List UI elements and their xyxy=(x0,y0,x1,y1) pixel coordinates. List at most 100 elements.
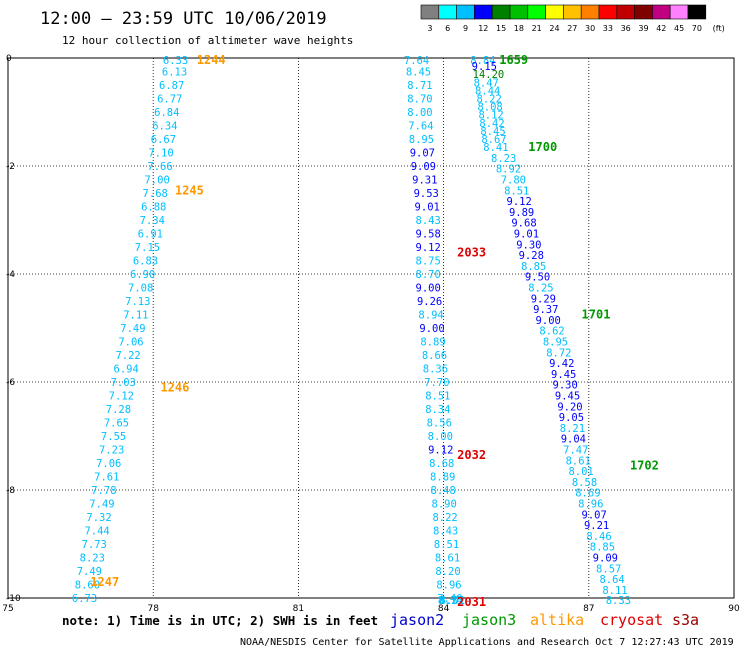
legend-swatch xyxy=(509,4,529,20)
wave-height-value: 8.95 xyxy=(409,134,434,146)
wave-height-value: 9.30 xyxy=(516,239,541,251)
wave-height-value: 8.37 xyxy=(439,595,464,607)
time-label: 1702 xyxy=(630,459,659,473)
wave-height-value: 8.95 xyxy=(543,337,568,349)
x-tick-label: 78 xyxy=(147,604,159,614)
wave-height-value: 8.23 xyxy=(491,153,516,165)
legend-label: 18 xyxy=(514,24,524,33)
wave-height-value: 9.42 xyxy=(549,358,574,370)
wave-height-value: 8.23 xyxy=(80,553,105,565)
wave-height-value: 8.89 xyxy=(420,337,445,349)
y-tick-label: -4 xyxy=(6,270,15,280)
wave-height-value: 6.88 xyxy=(141,202,166,214)
wave-height-value: 8.51 xyxy=(425,391,450,403)
wave-height-value: 9.00 xyxy=(536,315,561,327)
wave-height-value: 7.65 xyxy=(104,418,129,430)
wave-height-value: 9.53 xyxy=(414,188,439,200)
wave-height-value: 8.68 xyxy=(429,458,454,470)
wave-height-value: 8.56 xyxy=(427,418,452,430)
wave-height-value: 8.60 xyxy=(75,580,100,592)
wave-height-value: 7.06 xyxy=(118,337,143,349)
wave-height-value: 9.12 xyxy=(416,242,441,254)
legend-swatch xyxy=(598,4,618,20)
wave-height-value: 8.00 xyxy=(407,107,432,119)
wave-height-value: 9.04 xyxy=(561,434,586,446)
wave-height-value: 7.08 xyxy=(128,283,153,295)
wave-height-value: 9.58 xyxy=(416,229,441,241)
wave-height-value: 7.10 xyxy=(148,148,173,160)
x-tick-labels: 75 78 81 84 87 90 xyxy=(2,604,740,614)
legend-label: (ft) xyxy=(713,24,725,33)
wave-height-value: 8.22 xyxy=(477,94,502,106)
satellite-legend-item: jason2 xyxy=(390,611,444,629)
wave-height-value: 8.69 xyxy=(575,488,600,500)
wave-height-value: 9.68 xyxy=(511,218,536,230)
wave-height-value: 9.31 xyxy=(412,175,437,187)
wave-height-value: 8.36 xyxy=(423,364,448,376)
wave-height-value: 8.75 xyxy=(416,256,441,268)
wave-height-value: 9.12 xyxy=(507,196,532,208)
chart-subtitle: 12 hour collection of altimeter wave hei… xyxy=(62,34,353,47)
legend-label: 12 xyxy=(478,24,488,33)
time-label: 2033 xyxy=(457,245,486,259)
legend-label: 15 xyxy=(496,24,506,33)
wave-height-value: 8.67 xyxy=(481,134,506,146)
wave-height-value: 9.89 xyxy=(509,207,534,219)
wave-height-value: 7.64 xyxy=(404,55,429,67)
wave-height-value: 7.40 xyxy=(437,593,462,605)
legend-swatch xyxy=(491,4,511,20)
wave-height-value: 7.61 xyxy=(94,472,119,484)
wave-height-value: 8.58 xyxy=(572,477,597,489)
wave-height-value: 7.11 xyxy=(123,310,148,322)
x-tick-label: 87 xyxy=(583,604,594,614)
wave-height-value: 8.70 xyxy=(416,269,441,281)
wave-height-value: 9.20 xyxy=(557,401,582,413)
wave-height-value: 7.23 xyxy=(99,445,124,457)
chart-title: 12:00 – 23:59 UTC 10/06/2019 xyxy=(40,9,327,29)
wave-height-value: 7.34 xyxy=(140,215,165,227)
wave-height-value: 8.61 xyxy=(566,455,591,467)
y-tick-label: 0 xyxy=(6,54,12,64)
wave-height-value: 7.66 xyxy=(147,161,172,173)
legend-swatch xyxy=(545,4,564,20)
wave-height-value: 6.67 xyxy=(151,134,176,146)
wave-height-values: 6.336.136.87 6.776.84 6.346.67 7.107.66 7.00… xyxy=(72,55,631,607)
legend-label: 30 xyxy=(585,24,595,33)
legend-swatch xyxy=(474,4,493,20)
wave-height-value: 8.12 xyxy=(478,110,503,122)
legend-label: 24 xyxy=(549,24,559,33)
wave-height-value: 6.87 xyxy=(159,80,184,92)
wave-height-value: 8.43 xyxy=(416,215,441,227)
x-tick-label: 90 xyxy=(728,604,740,614)
wave-height-value: 7.22 xyxy=(115,350,140,362)
wave-height-value: 8.01 xyxy=(440,595,465,607)
wave-height-value: 8.66 xyxy=(422,350,447,362)
wave-height-value: 9.09 xyxy=(411,161,436,173)
wave-height-value: 8.25 xyxy=(528,283,553,295)
wave-height-value: 8.21 xyxy=(560,423,585,435)
x-tick-label: 75 xyxy=(2,604,13,614)
wave-height-value: 9.07 xyxy=(582,509,607,521)
wave-height-value: 8.42 xyxy=(479,118,504,130)
legend-label: 39 xyxy=(638,24,648,33)
wave-height-value: 9.26 xyxy=(417,296,442,308)
wave-height-value: 8.33 xyxy=(606,595,631,607)
wave-height-value: 7.03 xyxy=(111,377,136,389)
wave-height-value: 9.05 xyxy=(559,412,584,424)
satellite-legend-item: cryosat xyxy=(600,611,663,629)
time-label: 2032 xyxy=(457,448,486,462)
wave-height-value: 6.13 xyxy=(162,67,187,79)
wave-height-value: 8.48 xyxy=(431,485,456,497)
wave-height-value: 8.51 xyxy=(504,185,529,197)
time-label: 2031 xyxy=(457,595,486,609)
wave-height-value: 9.12 xyxy=(428,445,453,457)
wave-height-value: 7.78 xyxy=(91,485,116,497)
satellite-legend-item: altika xyxy=(530,611,584,629)
legend-label: 70 xyxy=(692,24,702,33)
legend-label: 45 xyxy=(674,24,684,33)
time-label: 1246 xyxy=(160,380,189,394)
y-tick-labels: 0 -2 -4 -6 -8 -10 xyxy=(6,54,21,604)
wave-height-value: 6.73 xyxy=(72,593,97,605)
wave-height-value: 8.96 xyxy=(578,499,603,511)
